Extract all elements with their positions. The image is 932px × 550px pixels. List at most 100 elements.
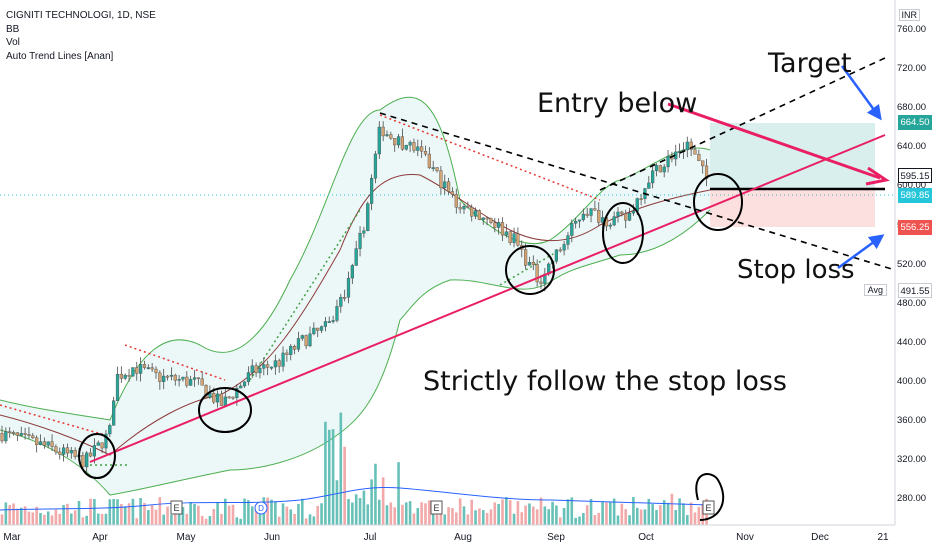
candle-body: [335, 306, 339, 321]
volume-bar: [285, 506, 289, 525]
volume-bar: [170, 514, 173, 525]
volume-bar: [524, 505, 527, 525]
candle-body: [416, 146, 420, 151]
volume-bar: [689, 502, 693, 525]
candle-body: [462, 206, 466, 210]
badge-entry: 595.15: [898, 168, 932, 183]
volume-bar: [270, 499, 273, 525]
candle-body: [331, 320, 335, 322]
volume-bar: [466, 514, 470, 525]
candle-body: [431, 167, 435, 169]
candle-body: [27, 434, 31, 436]
volume-bar: [277, 516, 281, 525]
badge-avg: 491.55: [898, 283, 932, 298]
volume-bar: [647, 498, 651, 525]
target-annotation: Target: [768, 48, 852, 79]
candle-body: [574, 220, 578, 224]
volume-bar: [678, 498, 681, 525]
volume-bar: [77, 500, 81, 525]
time-tick: Dec: [811, 532, 829, 543]
candle-body: [508, 231, 512, 243]
volume-bar: [227, 505, 231, 525]
badge-last: 589.85: [898, 188, 932, 203]
volume-bar: [112, 498, 115, 525]
volume-bar: [412, 513, 416, 525]
candle-body: [50, 441, 54, 447]
volume-average: [0, 486, 711, 511]
volume-bar: [173, 507, 177, 525]
volume-bar: [666, 502, 670, 525]
volume-bar: [408, 501, 412, 525]
candle-body: [58, 451, 62, 455]
candle-body: [285, 352, 289, 355]
volume-bar: [562, 507, 566, 525]
volume-bar: [316, 505, 319, 525]
volume-bar: [274, 501, 277, 525]
candle-body: [589, 208, 593, 216]
candle-body: [458, 207, 462, 210]
candle-body: [562, 244, 566, 251]
volume-bar: [162, 514, 165, 525]
candle-body: [620, 211, 624, 214]
currency-unit[interactable]: INR: [898, 9, 920, 21]
candle-body: [704, 165, 709, 179]
volume-bar: [289, 509, 293, 525]
event-marker-e3: E: [705, 503, 711, 513]
candle-body: [354, 248, 358, 266]
volume-bar: [628, 515, 631, 525]
volume-bar: [516, 501, 520, 525]
candle-body: [627, 212, 632, 221]
candle-body: [343, 297, 347, 299]
volume-bar: [354, 494, 358, 525]
volume-bar: [39, 512, 42, 525]
bollinger-basis: [0, 173, 711, 456]
volume-bar: [181, 507, 185, 525]
volume-bar: [643, 509, 647, 525]
candle-body: [246, 372, 250, 383]
volume-bar: [659, 505, 662, 525]
volume-bar: [266, 497, 269, 525]
bollinger-lower: [0, 209, 711, 496]
candle-body: [262, 364, 266, 369]
candle-body: [554, 249, 558, 262]
volume-bar: [293, 513, 296, 525]
indicator-bb[interactable]: BB: [6, 23, 20, 35]
candle-body: [19, 433, 23, 436]
volume-bar: [19, 507, 23, 525]
candle-body: [227, 396, 231, 399]
volume-bar: [108, 499, 112, 525]
volume-bar: [224, 498, 227, 525]
volume-bar: [701, 504, 704, 525]
dotted-support-3: [499, 249, 561, 286]
volume-bar: [589, 498, 593, 525]
time-tick: Apr: [92, 532, 108, 543]
volume-bar: [258, 505, 262, 525]
volume-bar: [70, 513, 73, 525]
volume-bar: [139, 498, 142, 525]
candle-body: [158, 372, 162, 382]
candle-body: [235, 387, 239, 398]
volume-bar: [297, 503, 300, 525]
volume-bar: [158, 497, 162, 525]
time-tick: Nov: [736, 532, 754, 543]
volume-bar: [478, 508, 481, 525]
volume-bar: [520, 512, 524, 525]
candle-body: [396, 136, 401, 146]
indicator-trendlines[interactable]: Auto Trend Lines [Anan]: [6, 50, 114, 62]
volume-bar: [73, 510, 77, 525]
volume-bar: [131, 498, 135, 525]
candle-body: [65, 447, 70, 454]
candle-body: [524, 249, 528, 266]
candle-body: [138, 364, 143, 374]
time-tick: Mar: [3, 532, 21, 543]
volume-bar: [543, 506, 547, 525]
volume-bar: [204, 518, 208, 525]
symbol-title[interactable]: CIGNITI TECHNOLOGI, 1D, NSE: [6, 10, 156, 21]
candle-body: [296, 338, 301, 350]
volume-bar: [528, 503, 531, 525]
volume-bar: [697, 506, 701, 525]
candle-body: [658, 165, 662, 173]
volume-bar: [686, 514, 689, 525]
indicator-vol[interactable]: Vol: [6, 37, 20, 48]
